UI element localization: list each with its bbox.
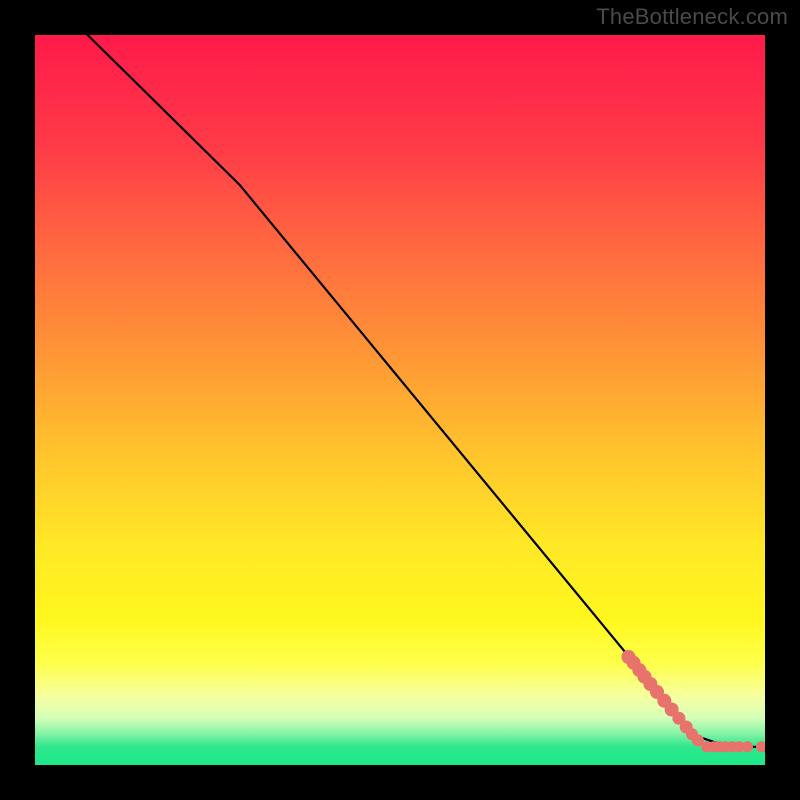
watermark-text: TheBottleneck.com — [596, 4, 788, 30]
chart-plot-area — [35, 35, 765, 765]
chart-svg — [35, 35, 765, 765]
data-point — [742, 741, 753, 752]
gradient-background — [35, 35, 765, 765]
